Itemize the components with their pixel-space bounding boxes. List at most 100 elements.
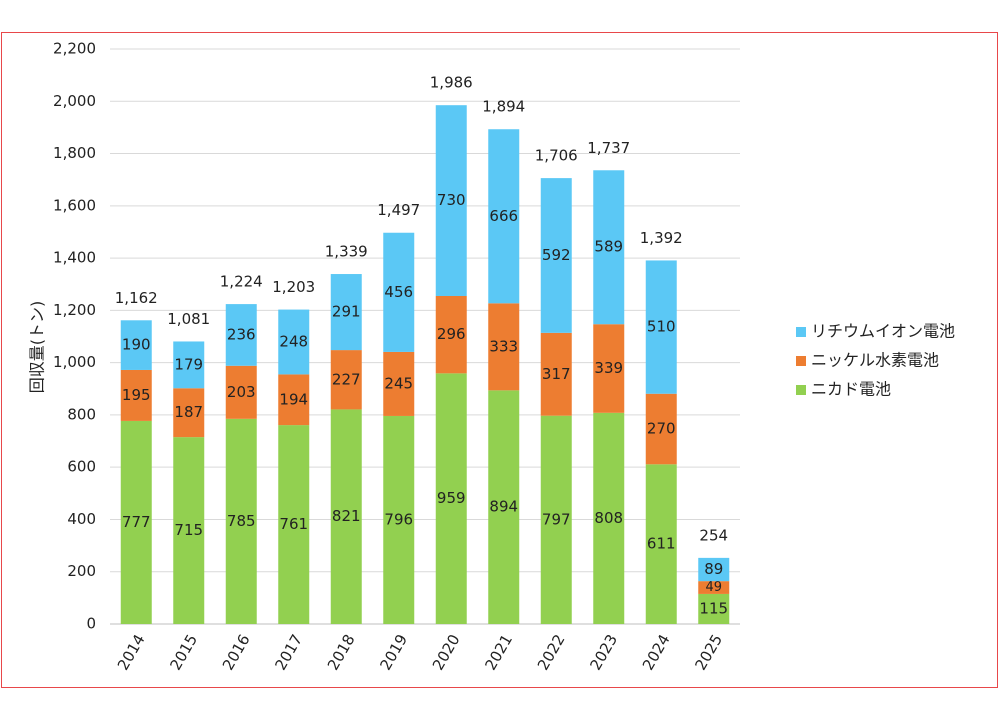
data-label: 333 <box>489 337 518 355</box>
total-label: 1,392 <box>640 229 683 247</box>
x-tick-label: 2016 <box>219 631 254 673</box>
bar-segment <box>435 105 467 296</box>
legend-label: ニカド電池 <box>811 380 891 399</box>
y-tick-label: 600 <box>67 458 96 476</box>
data-label: 194 <box>279 390 308 408</box>
x-tick-label: 2024 <box>639 631 674 673</box>
x-tick-label: 2022 <box>534 631 569 673</box>
data-label: 761 <box>279 515 308 533</box>
data-label: 894 <box>489 498 518 516</box>
bar-segment <box>698 581 730 594</box>
bar-segment <box>540 332 572 416</box>
total-labels: 1,162 1,081 1,224 1,203 1,339 1,497 1,986 1,894… <box>115 74 728 545</box>
x-tick-label: 2021 <box>481 631 516 673</box>
data-label: 339 <box>594 359 623 377</box>
data-label: 785 <box>227 512 256 530</box>
data-label: 248 <box>279 332 308 350</box>
bar-segment <box>330 350 362 410</box>
bar-segment <box>278 374 310 426</box>
bar-segment <box>225 365 257 419</box>
bar-segment <box>488 390 520 624</box>
legend-swatch <box>796 385 806 395</box>
data-label: 592 <box>542 246 571 264</box>
data-label: 115 <box>699 599 728 617</box>
total-label: 1,081 <box>167 310 210 328</box>
legend-label: リチウムイオン電池 <box>811 322 955 341</box>
data-label: 777 <box>122 513 151 531</box>
data-label: 236 <box>227 325 256 343</box>
bar-segment <box>540 415 572 624</box>
data-label: 49 <box>705 580 722 595</box>
bar-segment <box>540 178 572 333</box>
bar-segment <box>383 232 415 352</box>
bar-segment <box>435 295 467 374</box>
data-label: 666 <box>489 207 518 225</box>
y-tick-label: 400 <box>67 510 96 528</box>
bar-segment <box>645 464 677 624</box>
data-label: 821 <box>332 507 361 525</box>
bar-segment <box>488 303 520 391</box>
y-tick-label: 0 <box>86 615 96 633</box>
bar-segment <box>698 557 730 582</box>
legend-swatch <box>796 327 806 337</box>
data-label: 89 <box>704 560 723 578</box>
data-label: 203 <box>227 383 256 401</box>
bar-segment <box>120 369 152 421</box>
bar-segment <box>593 324 625 413</box>
bar-segment <box>593 412 625 624</box>
y-tick-label: 1,200 <box>53 301 96 319</box>
data-label: 195 <box>122 386 151 404</box>
y-tick-label: 1,000 <box>53 353 96 371</box>
data-label: 245 <box>384 374 413 392</box>
bar-segment <box>225 304 257 366</box>
total-label: 254 <box>699 526 728 544</box>
total-label: 1,894 <box>482 98 525 116</box>
x-tick-label: 2014 <box>114 631 149 673</box>
total-label: 1,497 <box>377 201 420 219</box>
x-tick-label: 2017 <box>271 631 306 673</box>
y-tick-label: 2,200 <box>53 40 96 58</box>
data-label: 296 <box>437 325 466 343</box>
data-label: 808 <box>594 509 623 527</box>
bar-segment <box>698 593 730 624</box>
data-label: 796 <box>384 510 413 528</box>
data-label: 317 <box>542 365 571 383</box>
y-tick-label: 1,800 <box>53 144 96 162</box>
data-label: 456 <box>384 283 413 301</box>
y-tick-label: 1,400 <box>53 249 96 267</box>
legend-label: ニッケル水素電池 <box>811 351 939 370</box>
y-tick-label: 1,600 <box>53 196 96 214</box>
bar-segment <box>173 437 205 624</box>
y-tick-label: 800 <box>67 405 96 423</box>
data-label: 270 <box>647 420 676 438</box>
bar-segment <box>173 388 205 438</box>
bar-segment <box>330 409 362 624</box>
x-axis-ticks: 2014 2015 2016 2017 2018 2019 2020 2021 2022 2023… <box>114 631 726 673</box>
data-label: 187 <box>174 403 203 421</box>
y-tick-label: 2,000 <box>53 92 96 110</box>
x-tick-label: 2020 <box>429 631 464 673</box>
bar-segment <box>120 320 152 370</box>
total-label: 1,706 <box>535 147 578 165</box>
total-label: 1,162 <box>115 289 158 307</box>
bar-segment <box>383 415 415 624</box>
bar-segment <box>593 170 625 325</box>
data-label: 611 <box>647 535 676 553</box>
bar-segment <box>330 274 362 351</box>
data-label: 179 <box>174 355 203 373</box>
data-label: 510 <box>647 318 676 336</box>
bar-segment <box>488 129 520 304</box>
y-tick-label: 200 <box>67 562 96 580</box>
bar-segment <box>435 373 467 624</box>
bar-segment <box>645 393 677 465</box>
total-label: 1,737 <box>587 139 630 157</box>
total-label: 1,339 <box>325 243 368 261</box>
data-label: 589 <box>594 238 623 256</box>
data-label: 959 <box>437 489 466 507</box>
data-label: 715 <box>174 521 203 539</box>
legend-swatch <box>796 356 806 366</box>
x-tick-label: 2019 <box>376 631 411 673</box>
gridlines <box>110 48 740 625</box>
